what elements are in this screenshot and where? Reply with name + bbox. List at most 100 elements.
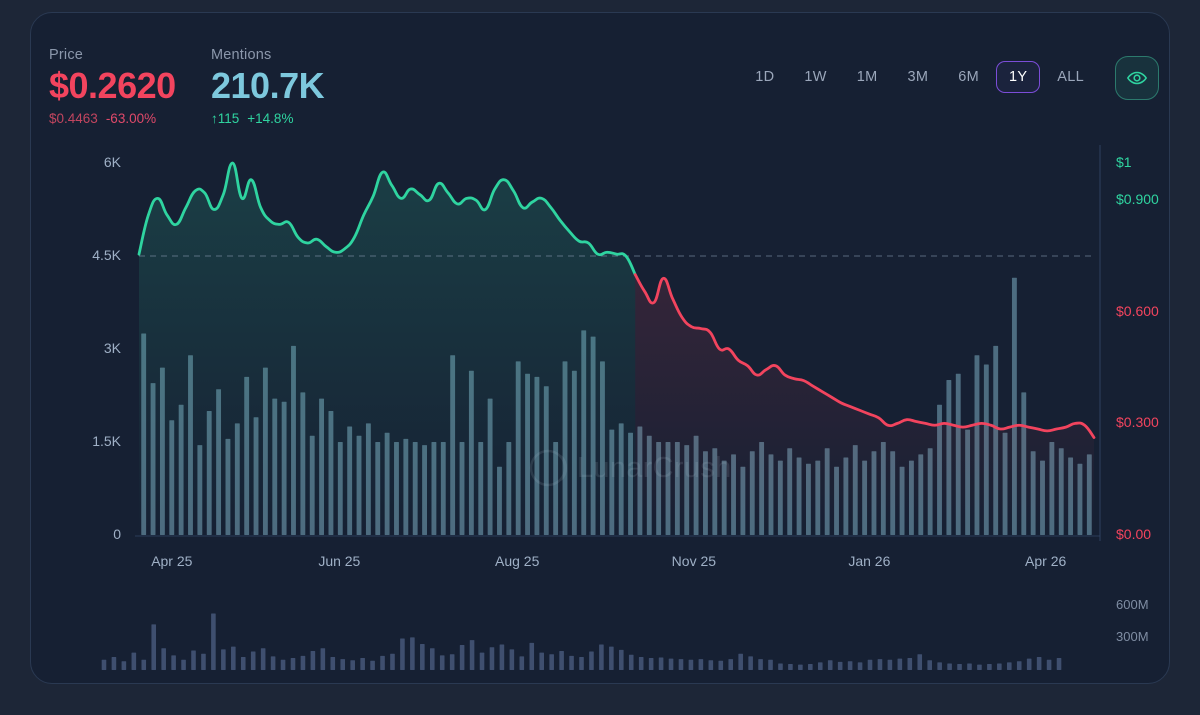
volume-bar	[967, 663, 972, 670]
volume-bar	[101, 659, 107, 670]
volume-bar	[857, 662, 863, 670]
price-area-fill	[139, 162, 1094, 535]
volume-bar	[638, 656, 644, 670]
mentions-stat: Mentions 210.7K ↑115 +14.8%	[211, 47, 325, 126]
volume-bar	[509, 649, 515, 670]
volume-bar	[469, 640, 475, 670]
volume-bar	[529, 642, 535, 670]
volume-bar	[619, 649, 624, 670]
price-value: $0.2620	[49, 65, 176, 106]
volume-bar	[360, 658, 365, 670]
volume-bar	[957, 664, 962, 670]
eye-icon	[1126, 71, 1148, 85]
volume-bar	[320, 648, 326, 670]
volume-bar	[250, 651, 256, 670]
volume-bar	[240, 656, 246, 670]
range-button-3m[interactable]: 3M	[894, 61, 941, 93]
volume-bar	[599, 644, 604, 670]
volume-bar	[977, 664, 982, 670]
volume-bar	[340, 659, 346, 670]
volume-bar	[758, 659, 763, 670]
volume-bar	[300, 655, 306, 670]
volume-bar	[191, 650, 196, 670]
range-button-1m[interactable]: 1M	[844, 61, 891, 93]
mentions-label: Mentions	[211, 47, 272, 63]
volume-bar	[837, 661, 843, 670]
mentions-delta: ↑115	[211, 111, 240, 126]
watchlist-button[interactable]	[1115, 56, 1159, 100]
right-axis-tick: $0.00	[1116, 526, 1152, 542]
range-button-1y[interactable]: 1Y	[995, 61, 1041, 93]
volume-bar	[270, 656, 276, 670]
volume-bar	[569, 655, 574, 670]
volume-bar	[370, 660, 375, 670]
volume-bar	[668, 658, 674, 670]
volume-bar	[539, 652, 544, 670]
volume-bar	[1056, 658, 1062, 670]
range-selector[interactable]: 1D 1W 1M 3M 6M 1Y ALL	[742, 61, 1097, 93]
volume-bar	[181, 659, 186, 670]
volume-bar	[788, 664, 793, 670]
price-line-green	[137, 161, 637, 276]
price-area-green	[139, 162, 636, 535]
volume-bar	[817, 662, 823, 670]
volume-bar	[708, 660, 714, 670]
volume-bars	[101, 613, 1062, 670]
volume-canvas	[101, 613, 1062, 670]
volume-bar	[330, 656, 336, 670]
volume-bar	[429, 648, 435, 670]
volume-bar	[678, 659, 684, 670]
volume-bar	[420, 643, 425, 670]
price-sub: $0.4463 -63.00%	[49, 111, 176, 126]
volume-bar	[748, 656, 753, 670]
volume-bar	[738, 653, 743, 670]
x-axis-tick: Apr 25	[151, 553, 193, 569]
x-axis-tick: Jan 26	[848, 553, 891, 569]
volume-bar	[827, 660, 833, 670]
volume-bar	[1046, 659, 1052, 670]
volume-bar	[201, 653, 206, 670]
volume-bar	[728, 659, 734, 670]
volume-bar	[768, 659, 773, 670]
volume-bar	[151, 624, 157, 670]
volume-panel[interactable]: 600M 300M	[31, 588, 1169, 678]
volume-bar	[997, 663, 1002, 670]
price-line	[137, 161, 1096, 439]
right-axis-tick: $0.600	[1116, 302, 1159, 319]
range-button-1w[interactable]: 1W	[791, 61, 839, 93]
volume-bar	[519, 656, 525, 670]
volume-bar	[410, 637, 415, 670]
volume-bar	[718, 660, 724, 670]
left-axis-tick: 6K	[103, 154, 121, 170]
volume-bar	[449, 654, 455, 670]
volume-bar	[221, 649, 226, 670]
right-axis-tick: $1	[1116, 154, 1132, 170]
volume-bar	[927, 660, 932, 670]
volume-bar	[628, 654, 634, 670]
volume-bar	[400, 638, 405, 670]
volume-bar	[559, 651, 564, 670]
volume-bar	[231, 646, 236, 670]
range-button-6m[interactable]: 6M	[945, 61, 992, 93]
volume-bar	[947, 663, 952, 670]
volume-bar	[698, 659, 704, 670]
price-change: -63.00%	[105, 111, 157, 126]
volume-bar	[907, 658, 913, 670]
volume-bar	[877, 659, 883, 670]
volume-bar	[1026, 658, 1032, 670]
volume-bar	[579, 656, 584, 670]
left-axis-tick: 4.5K	[92, 247, 121, 263]
price-previous: $0.4463	[49, 111, 98, 126]
price-stat: Price $0.2620 $0.4463 -63.00%	[49, 47, 176, 126]
volume-bar	[131, 652, 137, 670]
volume-bar	[489, 647, 495, 670]
mentions-sub: ↑115 +14.8%	[211, 111, 324, 126]
volume-bar	[658, 657, 664, 670]
volume-bar	[111, 656, 117, 670]
x-axis-tick: Apr 26	[1025, 553, 1067, 569]
range-button-all[interactable]: ALL	[1044, 61, 1097, 93]
main-plot[interactable]: 0 1.5K 3K 4.5K 6K $0.00 $0.300 $0.600 $0.900 $1 …	[31, 123, 1169, 583]
range-button-1d[interactable]: 1D	[742, 61, 787, 93]
price-area-red	[635, 274, 1094, 535]
volume-bar	[589, 651, 594, 670]
